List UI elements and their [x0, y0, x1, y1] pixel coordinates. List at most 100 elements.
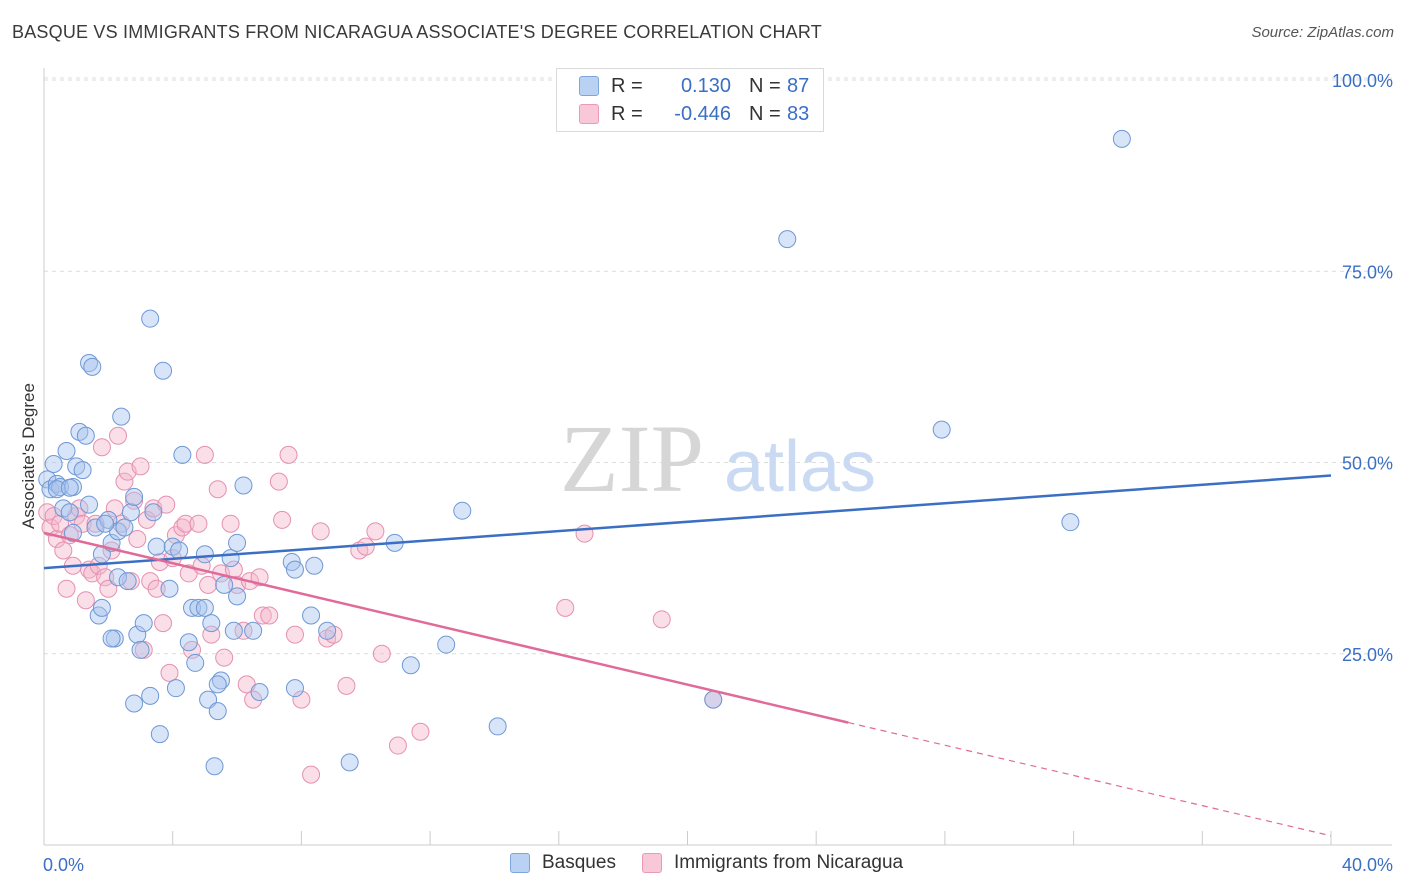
basque-point: [932, 420, 951, 439]
basque-point: [112, 407, 131, 426]
basque-point: [340, 753, 359, 772]
legend-label-basques: Basques: [542, 852, 616, 873]
nicaragua-point: [195, 445, 214, 464]
nicaragua-point: [51, 514, 70, 533]
legend-n-value: 83: [787, 102, 810, 125]
y-axis-label: Associate's Degree: [19, 383, 38, 529]
basque-point: [302, 606, 321, 625]
basque-point: [125, 694, 144, 713]
basque-point: [228, 587, 247, 606]
basque-point: [305, 556, 324, 575]
nicaragua-point: [166, 526, 185, 545]
basque-point: [173, 445, 192, 464]
nicaragua-point: [273, 510, 292, 529]
nicaragua-point: [556, 598, 575, 617]
nicaragua-point: [76, 591, 95, 610]
basque-point: [488, 717, 507, 736]
nicaragua-point: [70, 499, 89, 518]
nicaragua-point: [109, 426, 128, 445]
nicaragua-point: [199, 575, 218, 594]
basque-point: [228, 533, 247, 552]
nicaragua-point: [269, 472, 288, 491]
nicaragua-point: [244, 690, 263, 709]
basque-point: [285, 679, 304, 698]
basque-point: [160, 579, 179, 598]
nicaragua-point: [652, 610, 671, 629]
nicaragua-point: [128, 530, 147, 548]
basque-point: [401, 656, 420, 675]
nicaragua-point: [92, 438, 111, 457]
basque-point: [131, 640, 150, 659]
nicaragua-point: [141, 572, 160, 591]
nicaragua-point: [131, 457, 150, 476]
nicaragua-point: [311, 522, 330, 541]
nicaragua-point: [388, 736, 407, 755]
legend-n-label: N =: [749, 102, 781, 125]
basque-point: [57, 442, 76, 461]
basque-point: [102, 629, 121, 648]
nicaragua-point: [176, 514, 195, 533]
trend-lines: [43, 474, 1332, 837]
series-nicaragua-points: [38, 426, 723, 784]
y-tick-label: 50.0%: [1342, 454, 1393, 474]
nicaragua-point: [285, 625, 304, 644]
basque-point: [234, 476, 253, 495]
basque-point: [80, 495, 99, 514]
basque-point: [121, 503, 140, 522]
legend-row-basques: R = 0.130 N = 87: [579, 73, 809, 99]
basque-point: [195, 545, 214, 564]
basque-point: [318, 621, 337, 640]
basque-point: [51, 477, 70, 496]
basque-point: [63, 523, 82, 542]
nicaragua-point: [337, 676, 356, 695]
legend-swatch-blue: [579, 76, 599, 96]
basque-point: [195, 598, 214, 617]
nicaragua-point: [57, 579, 76, 598]
basque-point: [76, 426, 95, 445]
basque-point: [189, 598, 208, 617]
basque-point: [208, 675, 227, 694]
tick-labels: 25.0% 50.0% 75.0% 100.0% 0.0% 40.0%: [43, 71, 1393, 875]
axes: [43, 68, 1392, 846]
nicaragua-point: [356, 537, 375, 556]
series-legend: Basques Immigrants from Nicaragua: [510, 852, 929, 874]
basque-point: [704, 690, 723, 709]
basque-point: [96, 514, 115, 533]
grid-lines: [44, 77, 1392, 655]
basque-point: [128, 625, 147, 644]
nicaragua-point: [41, 518, 60, 537]
basque-point: [141, 686, 160, 705]
nicaragua-trend-line: [43, 531, 849, 724]
nicaragua-point: [147, 579, 166, 598]
nicaragua-point: [125, 491, 144, 510]
nicaragua-point: [189, 514, 208, 533]
legend-r-value: -0.446: [674, 102, 731, 125]
basque-point: [244, 621, 263, 640]
nicaragua-point: [260, 606, 279, 625]
basque-point: [199, 690, 218, 709]
basque-point: [147, 537, 166, 556]
y-tick-label: 25.0%: [1342, 645, 1393, 665]
legend-r-value: 0.130: [680, 74, 731, 97]
nicaragua-point: [215, 648, 234, 667]
basque-point: [141, 309, 160, 328]
legend-item-nicaragua: Immigrants from Nicaragua: [641, 852, 903, 874]
basque-point: [125, 487, 144, 506]
basque-point: [73, 461, 92, 480]
basque-point: [109, 568, 128, 587]
basque-point: [115, 518, 134, 537]
nicaragua-point: [54, 541, 73, 560]
legend-item-basques: Basques: [510, 852, 616, 874]
nicaragua-trend-extension: [848, 722, 1332, 837]
basque-point: [44, 455, 63, 474]
nicaragua-point: [279, 445, 298, 464]
basque-point: [221, 549, 240, 568]
basque-point: [166, 679, 185, 698]
basque-point: [224, 621, 243, 640]
nicaragua-point: [115, 472, 134, 491]
nicaragua-point: [292, 690, 311, 709]
nicaragua-point: [411, 722, 430, 741]
watermark-zip: ZIP: [560, 405, 704, 512]
legend-n-label: N =: [749, 74, 781, 97]
